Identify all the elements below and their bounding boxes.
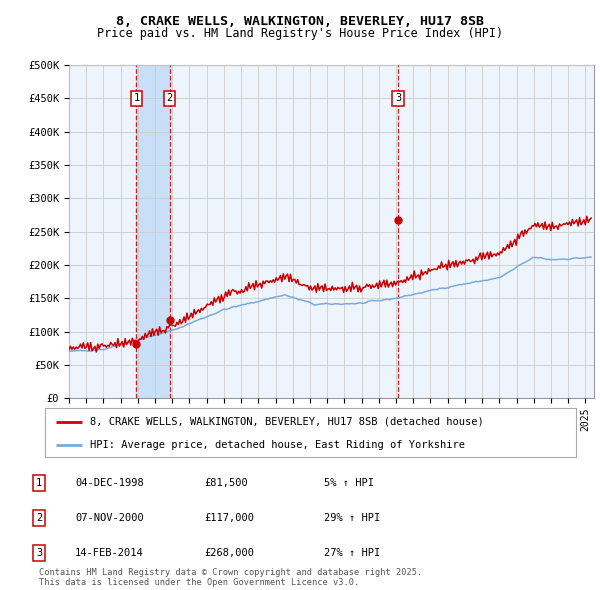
Text: 2: 2 bbox=[36, 513, 42, 523]
Text: 1: 1 bbox=[36, 478, 42, 487]
Text: 2: 2 bbox=[167, 93, 173, 103]
Text: 1: 1 bbox=[133, 93, 140, 103]
Text: 5% ↑ HPI: 5% ↑ HPI bbox=[324, 478, 374, 487]
Text: £268,000: £268,000 bbox=[204, 548, 254, 558]
Text: 8, CRAKE WELLS, WALKINGTON, BEVERLEY, HU17 8SB (detached house): 8, CRAKE WELLS, WALKINGTON, BEVERLEY, HU… bbox=[90, 417, 484, 427]
Text: 27% ↑ HPI: 27% ↑ HPI bbox=[324, 548, 380, 558]
Text: Contains HM Land Registry data © Crown copyright and database right 2025.
This d: Contains HM Land Registry data © Crown c… bbox=[39, 568, 422, 587]
Text: £81,500: £81,500 bbox=[204, 478, 248, 487]
Text: HPI: Average price, detached house, East Riding of Yorkshire: HPI: Average price, detached house, East… bbox=[90, 440, 465, 450]
Text: 3: 3 bbox=[36, 548, 42, 558]
Text: 04-DEC-1998: 04-DEC-1998 bbox=[75, 478, 144, 487]
Text: 3: 3 bbox=[395, 93, 401, 103]
Text: £117,000: £117,000 bbox=[204, 513, 254, 523]
Text: 8, CRAKE WELLS, WALKINGTON, BEVERLEY, HU17 8SB: 8, CRAKE WELLS, WALKINGTON, BEVERLEY, HU… bbox=[116, 15, 484, 28]
Text: 29% ↑ HPI: 29% ↑ HPI bbox=[324, 513, 380, 523]
Text: 14-FEB-2014: 14-FEB-2014 bbox=[75, 548, 144, 558]
Text: Price paid vs. HM Land Registry's House Price Index (HPI): Price paid vs. HM Land Registry's House … bbox=[97, 27, 503, 40]
Bar bbox=[136, 65, 170, 398]
Text: 07-NOV-2000: 07-NOV-2000 bbox=[75, 513, 144, 523]
